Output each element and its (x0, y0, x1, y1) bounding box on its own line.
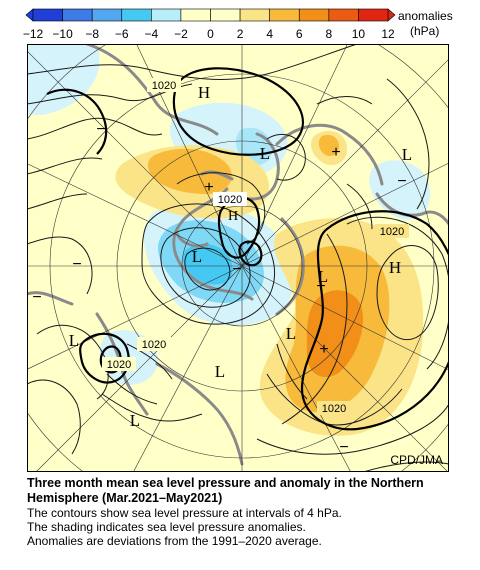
caption-title-line1: Three month mean sea level pressure and … (27, 476, 424, 490)
colorbar-tick-label: −8 (85, 27, 99, 41)
anomaly-area-positive-strong (306, 290, 363, 378)
caption-shading-note: The shading indicates sea level pressure… (27, 520, 306, 534)
low-pressure-center: L (318, 267, 328, 286)
colorbar-arrow-left (25, 8, 34, 22)
positive-anomaly-sign: + (331, 144, 340, 161)
low-pressure-center: L (130, 411, 140, 430)
colorbar-tick-label: 0 (207, 27, 214, 41)
coastlines (27, 44, 449, 466)
anomaly-area-positive-medium (318, 134, 340, 156)
negative-anomaly-sign: − (32, 289, 41, 306)
colorbar-cell (210, 8, 241, 22)
colorbar-cell (121, 8, 152, 22)
contour-label-1020: 1020 (322, 403, 346, 415)
anomaly-colorbar: −12 −10 −8 −6 −4 −2 0 2 4 6 8 10 12 anomalies (hPa) (23, 8, 453, 41)
colorbar-cell (298, 8, 330, 22)
low-pressure-center: L (260, 144, 270, 163)
colorbar-cell (180, 8, 211, 22)
colorbar-tick-label: 6 (296, 27, 303, 41)
anomaly-area-negative-strong (182, 244, 233, 285)
colorbar-tick-label: −12 (23, 27, 44, 41)
colorbar-cell (269, 8, 300, 22)
high-pressure-center: H (228, 209, 238, 224)
figure-caption: Three month mean sea level pressure and … (27, 476, 472, 548)
negative-anomaly-sign: − (339, 439, 348, 456)
negative-anomaly-sign: − (72, 256, 81, 273)
colorbar-arrow-right (387, 8, 396, 22)
colorbar-tick-label: −10 (52, 27, 73, 41)
contour-label-1020: 1020 (107, 359, 131, 371)
colorbar-tick-label: 10 (352, 27, 366, 41)
positive-anomaly-sign: + (319, 341, 328, 358)
colorbar-unit-label: anomalies (398, 9, 453, 23)
colorbar-cell (239, 8, 270, 22)
polar-pressure-map: 1020 1020 1020 1020 1020 1020 H H H L L … (27, 44, 449, 472)
caption-anomaly-note: Anomalies are deviations from the 1991–2… (27, 534, 322, 548)
low-pressure-center: L (286, 324, 296, 343)
negative-anomaly-sign: − (96, 121, 105, 138)
colorbar-cell (151, 8, 182, 22)
anomaly-area-positive-medium (147, 148, 232, 194)
colorbar-cell (328, 8, 359, 22)
colorbar-tick-label: 2 (237, 27, 244, 41)
colorbar-cell (62, 8, 93, 22)
contour-label-1020: 1020 (218, 194, 242, 206)
contour-label-1020: 1020 (152, 80, 176, 92)
low-pressure-center: L (402, 145, 412, 164)
colorbar-tick-label: 4 (266, 27, 273, 41)
map-credit: CPD/JMA (390, 453, 443, 467)
contour-labels: 1020 1020 1020 1020 1020 1020 (102, 78, 409, 415)
colorbar-cell (91, 8, 123, 22)
contour-label-1020: 1020 (380, 226, 404, 238)
caption-contour-note: The contours show sea level pressure at … (27, 506, 342, 520)
low-pressure-center: L (215, 362, 225, 381)
colorbar-tick-label: 12 (381, 27, 395, 41)
positive-anomaly-sign: + (204, 179, 213, 196)
negative-anomaly-sign: − (232, 261, 241, 278)
caption-title-line2: Hemisphere (Mar.2021–May2021) (27, 491, 223, 505)
colorbar-tick-label: −2 (174, 27, 188, 41)
negative-anomaly-sign: − (397, 173, 406, 190)
high-pressure-center: H (198, 83, 210, 102)
map-frame (27, 44, 449, 472)
contours-1020 (46, 67, 449, 431)
colorbar-tick-label: −4 (144, 27, 158, 41)
contour-label-1020: 1020 (142, 339, 166, 351)
colorbar-cell (32, 8, 63, 22)
colorbar-tick-label: 8 (325, 27, 332, 41)
colorbar-cell (358, 8, 389, 22)
low-pressure-center: L (69, 331, 79, 350)
colorbar-tick-label: −6 (115, 27, 129, 41)
low-pressure-center: L (192, 247, 202, 266)
high-pressure-center: H (389, 258, 401, 277)
positive-anomaly-sign: + (316, 278, 325, 295)
colorbar-unit: (hPa) (410, 24, 439, 38)
